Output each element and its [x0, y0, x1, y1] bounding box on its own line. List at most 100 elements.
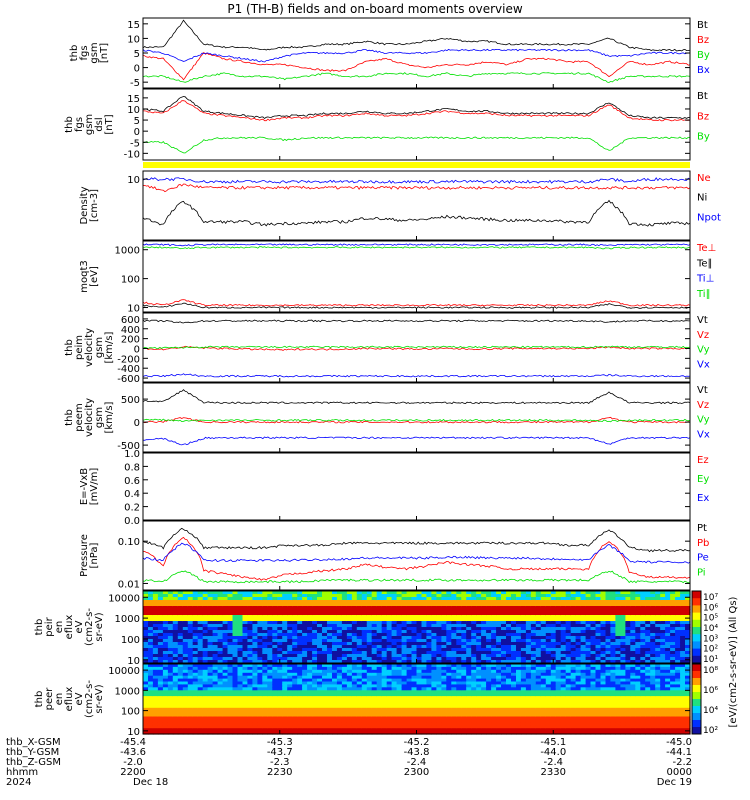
- peer-cell: [237, 666, 244, 671]
- peir-cell: [361, 606, 368, 610]
- peir-cell: [212, 624, 219, 628]
- peir-cell: [396, 606, 403, 610]
- peir-cell: [511, 621, 517, 625]
- peir-cell: [486, 618, 492, 622]
- peer-cell: [292, 687, 298, 691]
- peir-cell: [645, 627, 651, 631]
- peir-cell: [212, 630, 219, 634]
- peir-cell: [441, 642, 447, 646]
- peer-cell: [456, 666, 462, 671]
- peir-cell: [322, 639, 328, 643]
- peir-cell: [287, 660, 293, 664]
- peir-cell: [600, 603, 607, 607]
- peer-cell: [287, 687, 293, 691]
- peir-cell: [282, 657, 288, 661]
- peer-cell: [242, 664, 249, 668]
- peir-cell: [491, 600, 497, 604]
- peir-cell: [406, 654, 413, 658]
- peer-cell: [192, 731, 199, 735]
- peer-cell: [182, 728, 189, 732]
- peir-cell: [401, 615, 408, 619]
- peer-cell: [167, 687, 174, 691]
- peer-cell: [356, 701, 363, 706]
- peir-cell: [580, 591, 587, 595]
- peir-cell: [317, 615, 323, 619]
- peir-cell: [341, 618, 348, 622]
- peer-cell: [520, 731, 527, 735]
- peer-cell: [346, 707, 353, 712]
- peir-cell: [396, 603, 403, 607]
- peir-cell: [580, 645, 587, 649]
- peer-cell: [575, 713, 582, 718]
- peer-cell: [227, 699, 234, 703]
- peir-cell: [535, 636, 542, 640]
- peir-cell: [565, 639, 572, 643]
- peir-cell: [675, 594, 681, 598]
- peer-cell: [476, 669, 482, 674]
- peer-cell: [177, 675, 184, 680]
- peir-cell: [172, 612, 179, 616]
- peer-cell: [143, 696, 149, 700]
- peer-cell: [332, 719, 338, 723]
- peir-cell: [307, 609, 313, 613]
- peir-cell: [282, 651, 288, 655]
- peer-cell: [162, 693, 169, 697]
- peer-cell: [506, 675, 512, 680]
- peer-cell: [262, 707, 268, 712]
- peer-cell: [336, 664, 343, 668]
- peir-cell: [391, 594, 398, 598]
- peir-cell: [595, 642, 602, 646]
- peer-cell: [525, 687, 532, 691]
- peer-cell: [346, 669, 353, 674]
- peir-cell: [346, 639, 353, 643]
- peer-cell: [152, 675, 159, 680]
- peer-cell: [496, 701, 502, 706]
- peer-cell: [332, 731, 338, 735]
- peir-cell: [361, 633, 368, 637]
- peer-cell: [520, 678, 527, 683]
- peer-cell: [550, 696, 557, 700]
- peir-cell: [580, 651, 587, 655]
- peir-cell: [501, 594, 507, 598]
- peer-cell: [282, 666, 288, 671]
- peir-cell: [635, 624, 641, 628]
- peir-cell: [685, 600, 691, 604]
- peer-cell: [202, 725, 209, 729]
- peer-cell: [257, 690, 263, 694]
- peir-cell: [680, 660, 686, 664]
- peer-cell: [262, 728, 268, 732]
- peir-cell: [391, 615, 398, 619]
- peir-cell: [187, 612, 194, 616]
- peir-cell: [361, 639, 368, 643]
- peer-cell: [302, 701, 308, 706]
- peir-cell: [302, 600, 308, 604]
- peer-cell: [302, 731, 308, 735]
- peir-cell: [660, 657, 666, 661]
- peer-cell: [371, 701, 378, 706]
- peir-cell: [496, 615, 502, 619]
- peir-cell: [421, 654, 428, 658]
- peer-cell: [436, 664, 442, 668]
- peir-cell: [580, 615, 587, 619]
- peir-cell: [655, 636, 661, 640]
- peir-cell: [232, 624, 239, 628]
- peir-cell: [540, 597, 547, 601]
- peir-cell: [580, 597, 587, 601]
- peer-cell: [451, 690, 457, 694]
- peir-cell: [237, 645, 244, 649]
- peir-cell: [182, 612, 189, 616]
- peir-cell: [366, 612, 373, 616]
- peer-cell: [476, 704, 482, 709]
- peer-cell: [555, 716, 562, 720]
- peim_velocity-ytick-label: -600: [117, 374, 140, 385]
- peer-cell: [327, 690, 333, 694]
- peir-cell: [327, 612, 333, 616]
- peir-cell: [361, 627, 368, 631]
- peer-cell: [182, 693, 189, 697]
- peir-cell: [351, 624, 358, 628]
- peir-cell: [207, 600, 214, 604]
- peir-cell: [207, 594, 214, 598]
- peir-cell: [346, 651, 353, 655]
- peer-cell: [396, 710, 403, 715]
- peer-cell: [182, 669, 189, 674]
